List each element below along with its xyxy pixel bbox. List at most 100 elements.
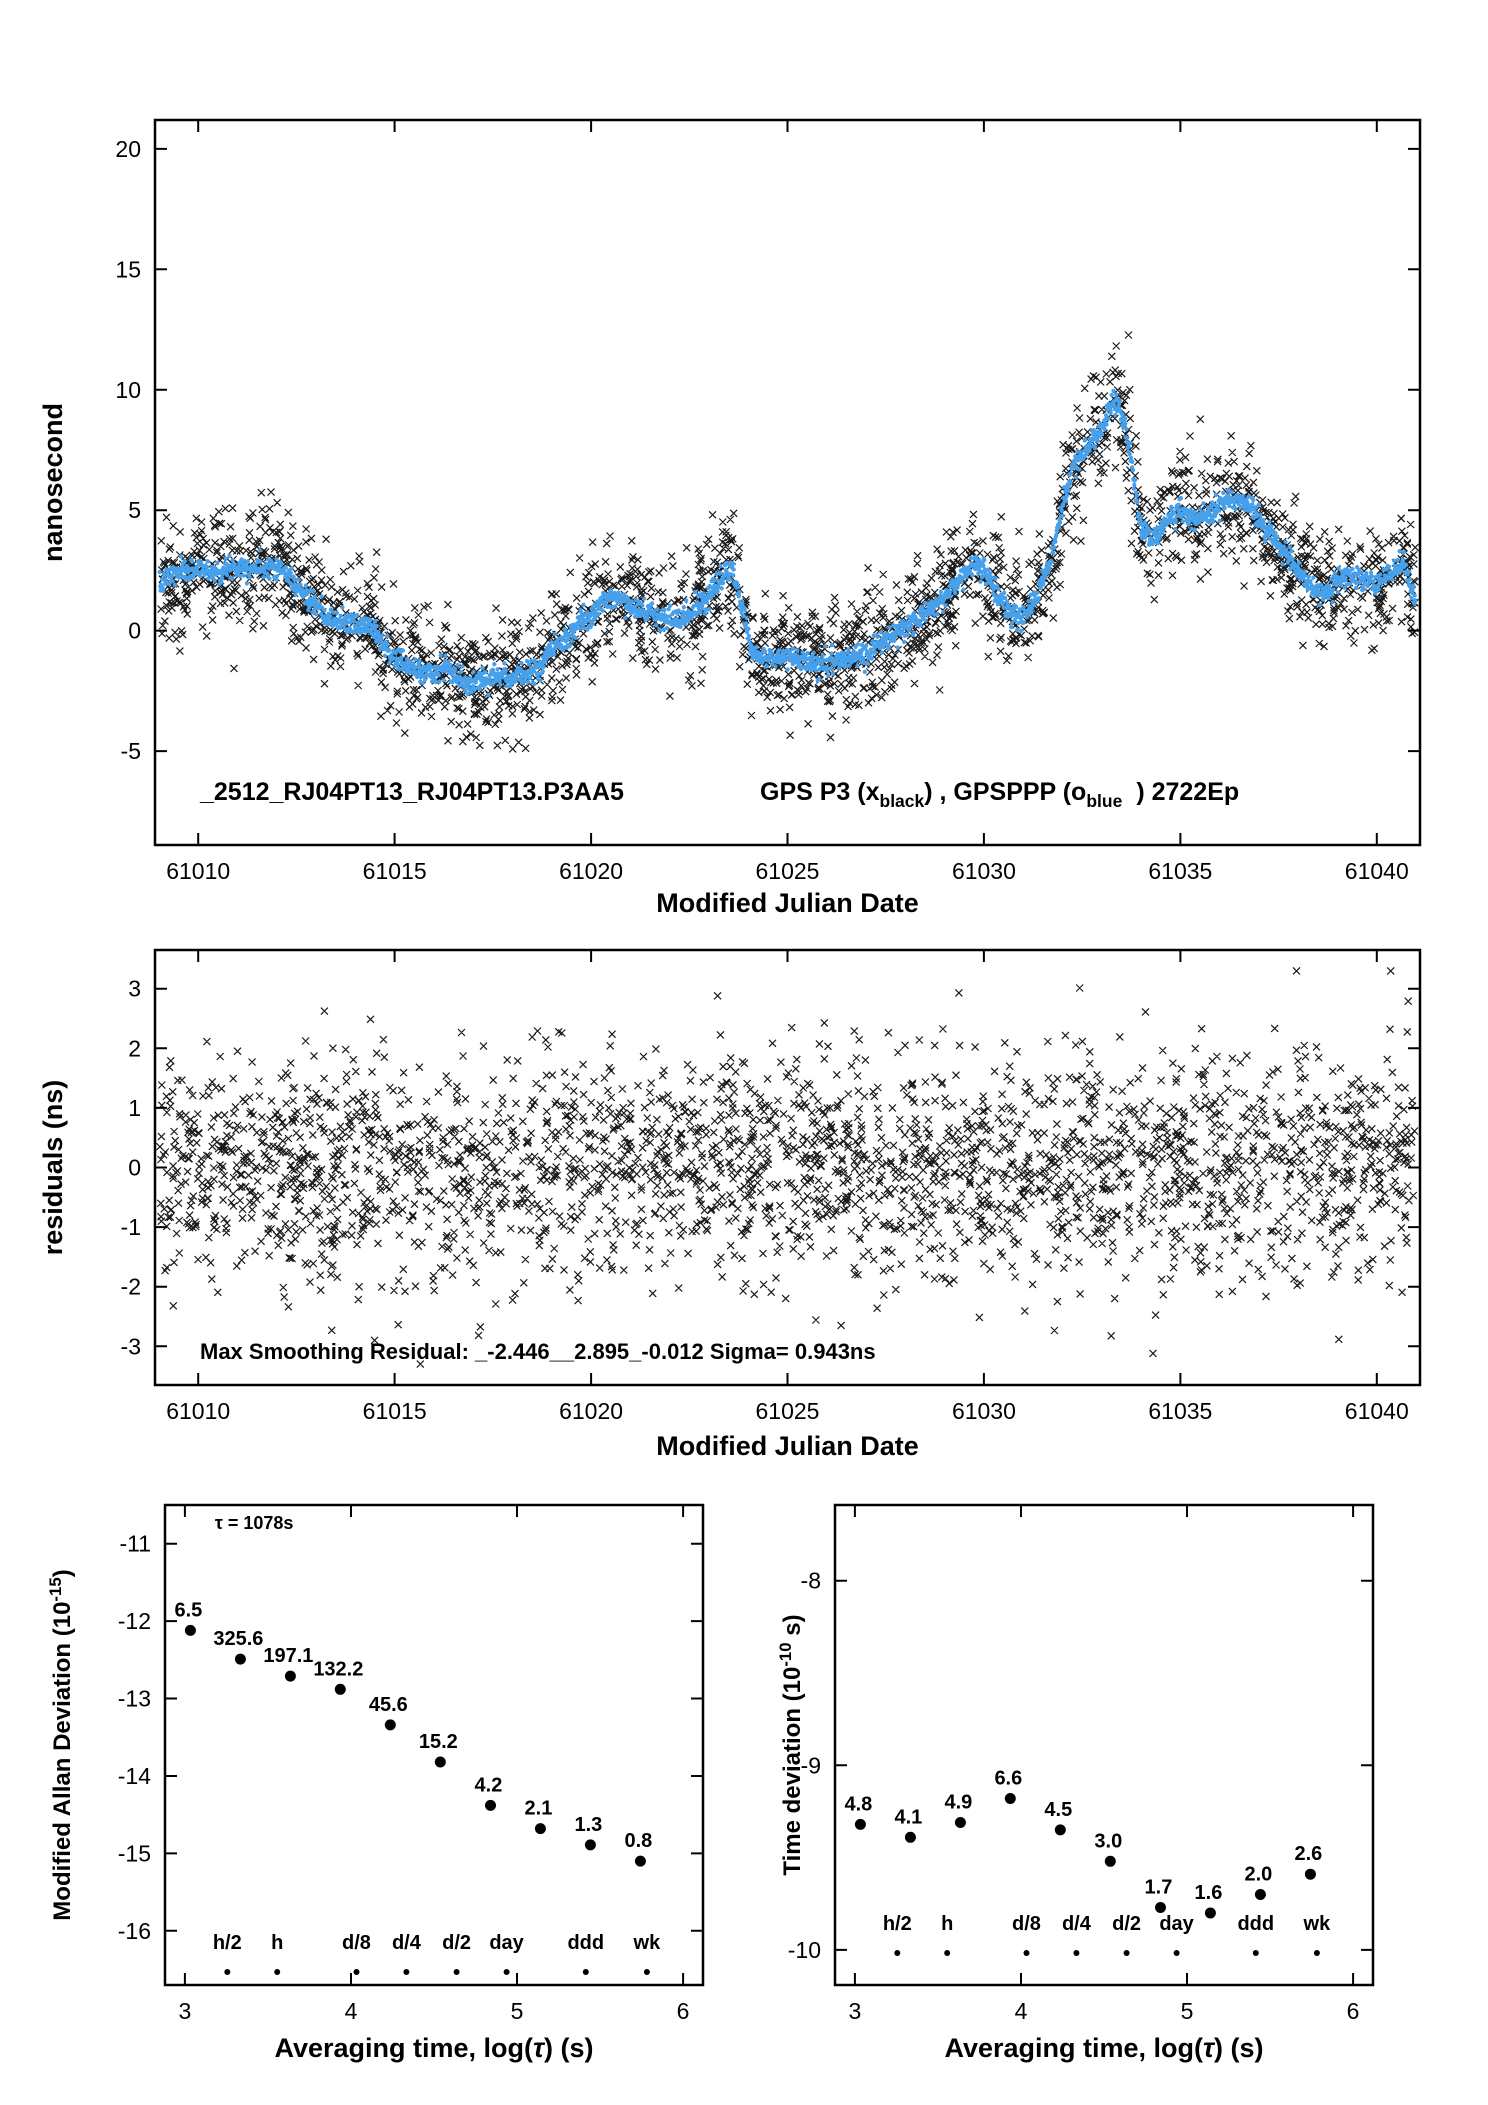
- tdev-tick-labels: 3 4 5 6 -10 -9 -8: [788, 1568, 1360, 2024]
- x-tick-label: 61035: [1148, 858, 1212, 884]
- tau-marker-label: ddd: [567, 1932, 604, 1954]
- tdev-value-label: 2.6: [1294, 1843, 1322, 1865]
- y-tick-label: -12: [118, 1608, 151, 1634]
- mdev-point: [534, 1823, 546, 1835]
- mdev-point: [334, 1683, 346, 1695]
- plot-border: [163, 1503, 705, 1987]
- tdev-axes: [833, 1503, 1375, 1987]
- phase-ylabel: nanosecond: [38, 403, 68, 562]
- y-tick-label: 20: [115, 136, 141, 162]
- tdev-value-label: 4.1: [894, 1806, 922, 1828]
- y-tick-label: -11: [119, 1531, 151, 1557]
- x-tick-label: 61025: [756, 858, 820, 884]
- tdev-point: [1204, 1907, 1216, 1919]
- tau-marker-dot: [274, 1969, 281, 1975]
- x-tick-label: 3: [179, 1998, 192, 2024]
- y-tick-label: 0: [128, 1155, 141, 1181]
- y-tick-label: -16: [118, 1918, 151, 1944]
- mdev-tau-annotation: τ = 1078s: [215, 1513, 294, 1533]
- tdev-point: [1104, 1855, 1116, 1867]
- y-tick-label: 0: [128, 618, 141, 644]
- mdev-value-label: 4.2: [475, 1774, 503, 1796]
- tau-marker-dot: [643, 1969, 650, 1975]
- phase-tick-labels: 61010 61015 61020 61025 61030 61035 61040 -5 0 5 1…: [115, 136, 1408, 884]
- x-tick-label: 61025: [756, 1398, 820, 1424]
- mdev-value-label: 6.5: [174, 1599, 202, 1621]
- tau-marker-label: h: [271, 1932, 283, 1954]
- tau-marker-dot: [582, 1969, 589, 1975]
- mdev-point: [434, 1756, 446, 1768]
- plot-border: [153, 948, 1422, 1387]
- residuals-scatter: [155, 966, 1419, 1369]
- tau-marker-label: wk: [1303, 1913, 1332, 1935]
- residuals-ylabel: residuals (ns): [38, 1080, 68, 1256]
- tdev-point: [1004, 1793, 1016, 1804]
- x-tick-label: 3: [849, 1998, 862, 2024]
- tau-marker-label: d/8: [1012, 1913, 1041, 1935]
- x-tick-label: 4: [345, 1998, 358, 2024]
- tdev-xlabel: Averaging time, log(τ) (s): [944, 2033, 1263, 2063]
- y-tick-label: -13: [118, 1686, 151, 1712]
- tau-marker-dot: [353, 1969, 360, 1975]
- y-tick-label: -1: [121, 1214, 141, 1240]
- x-tick-label: 6: [1347, 1998, 1360, 2024]
- x-tick-label: 5: [1181, 1998, 1194, 2024]
- y-tick-label: -3: [121, 1333, 141, 1359]
- tau-marker-dot: [1313, 1950, 1320, 1956]
- tau-marker-dot: [403, 1969, 410, 1975]
- tau-marker-dot: [1123, 1950, 1130, 1956]
- tdev-value-label: 1.7: [1145, 1876, 1173, 1898]
- tau-marker-dot: [224, 1969, 231, 1975]
- mdev-value-label: 15.2: [419, 1731, 458, 1753]
- mdev-tick-labels: 3 4 5 6 -16 -15 -14 -13 -12 -11: [118, 1531, 690, 2024]
- tau-marker-label: day: [489, 1932, 524, 1954]
- tdev-value-label: 3.0: [1094, 1830, 1122, 1852]
- x-tick-label: 61010: [166, 858, 230, 884]
- gps-p3-scatter: [157, 331, 1420, 753]
- y-tick-label: -2: [121, 1274, 141, 1300]
- tau-marker-label: h/2: [213, 1932, 242, 1954]
- x-tick-label: 6: [677, 1998, 690, 2024]
- y-tick-label: -9: [801, 1752, 821, 1778]
- tdev-point: [904, 1831, 916, 1843]
- mdev-value-label: 132.2: [313, 1658, 363, 1680]
- plot-border: [833, 1503, 1375, 1987]
- x-tick-label: 5: [511, 1998, 524, 2024]
- tau-marker-label: d/2: [1112, 1913, 1141, 1935]
- y-tick-label: -14: [118, 1763, 151, 1789]
- tau-marker-label: d/4: [392, 1932, 422, 1954]
- mdev-xlabel: Averaging time, log(τ) (s): [274, 2033, 593, 2063]
- y-tick-label: -8: [801, 1568, 821, 1594]
- residuals-chart-svg: 61010 61015 61020 61025 61030 61035 61040 -3 -2 -…: [38, 948, 1422, 1461]
- mdev-point: [184, 1624, 196, 1636]
- mdev-value-label: 2.1: [525, 1798, 553, 1820]
- y-tick-label: 2: [128, 1035, 141, 1061]
- x-tick-label: 61015: [363, 1398, 427, 1424]
- tau-marker-label: h/2: [883, 1913, 912, 1935]
- x-tick-label: 61040: [1345, 858, 1409, 884]
- tau-marker-label: d/8: [342, 1932, 371, 1954]
- y-tick-label: 3: [128, 976, 141, 1002]
- residuals-xlabel: Modified Julian Date: [656, 1431, 919, 1461]
- y-tick-label: -15: [118, 1840, 151, 1866]
- tdev-point: [1304, 1868, 1316, 1880]
- mdev-point: [485, 1799, 496, 1811]
- x-tick-label: 61035: [1148, 1398, 1212, 1424]
- tau-marker-dot: [1173, 1950, 1180, 1956]
- tdev-point: [1155, 1902, 1166, 1913]
- residuals-annotation: Max Smoothing Residual: _-2.446__2.895_-…: [200, 1339, 876, 1364]
- tdev-data: 4.8 4.1 4.9 6.6 4.5 3.0 1.7 1.6 2.0 2.6 h/2 h d/8 d/4…: [844, 1768, 1331, 1956]
- tau-marker-dot: [503, 1969, 510, 1975]
- residuals-tick-labels: 61010 61015 61020 61025 61030 61035 61040 -3 -2 -…: [121, 976, 1409, 1424]
- tau-marker-label: h: [941, 1913, 953, 1935]
- tdev-value-label: 2.0: [1245, 1864, 1273, 1886]
- x-tick-label: 61030: [952, 858, 1016, 884]
- axis-ticks: [165, 1505, 703, 1985]
- mdev-point: [384, 1719, 396, 1731]
- tdev-value-label: 4.8: [844, 1793, 872, 1815]
- y-tick-label: 1: [128, 1095, 141, 1121]
- tau-marker-dot: [1023, 1950, 1030, 1956]
- axis-ticks: [835, 1505, 1373, 1985]
- phase-xlabel: Modified Julian Date: [656, 888, 919, 918]
